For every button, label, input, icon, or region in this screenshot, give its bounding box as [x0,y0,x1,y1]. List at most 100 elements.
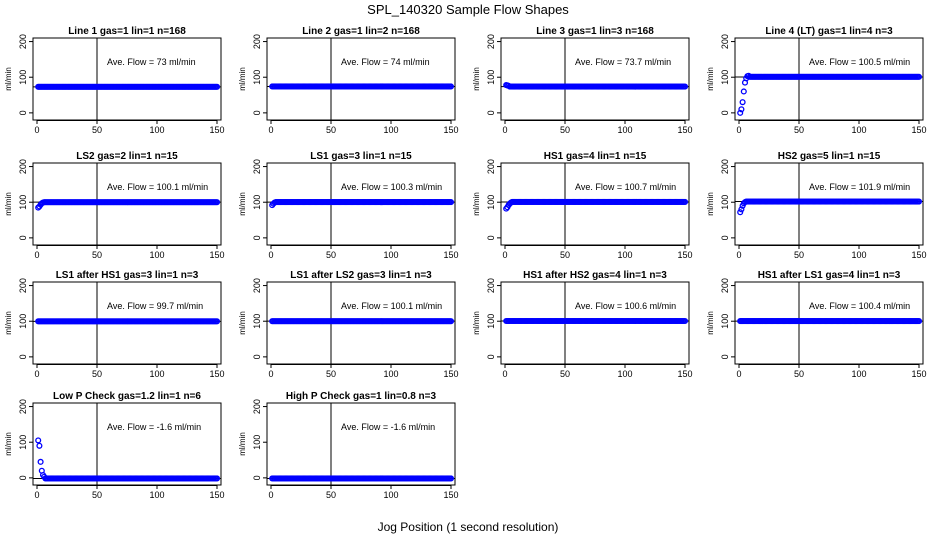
data-point [36,442,43,449]
panel-title: HS1 after HS2 gas=4 lin=1 n=3 [523,270,667,281]
y-axis-label: ml/min [706,311,715,335]
panel-8: HS2 gas=5 lin=1 n=15 0 50 100 150 0 100 200 ml/m… [706,151,927,260]
average-flow-annotation: Ave. Flow = 73.7 ml/min [575,57,671,67]
x-tick-label: 50 [326,125,336,135]
y-tick-label: 100 [486,195,496,210]
x-tick-label: 0 [736,369,741,379]
y-tick-label: 200 [252,278,262,293]
panel-title: HS1 gas=4 lin=1 n=15 [544,151,647,162]
panel-title: Line 3 gas=1 lin=3 n=168 [536,26,654,37]
y-axis-label: ml/min [4,67,13,91]
panel-title: Line 4 (LT) gas=1 lin=4 n=3 [765,26,893,37]
y-tick-label: 0 [252,235,262,240]
data-point [447,318,455,325]
panel-10: LS1 after LS2 gas=3 lin=1 n=3 0 50 100 150 0 1… [238,270,459,379]
y-tick-label: 0 [18,235,28,240]
y-tick-label: 200 [18,159,28,174]
y-axis-label: ml/min [238,67,247,91]
x-tick-label: 0 [502,250,507,260]
y-tick-label: 100 [252,70,262,85]
average-flow-annotation: Ave. Flow = 100.7 ml/min [575,182,676,192]
y-axis-label: ml/min [472,67,481,91]
average-flow-annotation: Ave. Flow = -1.6 ml/min [107,422,201,432]
x-tick-label: 100 [617,369,632,379]
data-point [739,99,746,106]
x-tick-label: 50 [92,250,102,260]
x-tick-label: 50 [326,250,336,260]
x-tick-label: 150 [677,125,692,135]
x-tick-label: 0 [268,250,273,260]
y-tick-label: 0 [18,475,28,480]
y-tick-label: 200 [720,278,730,293]
average-flow-annotation: Ave. Flow = 74 ml/min [341,57,430,67]
y-tick-label: 0 [720,110,730,115]
x-tick-label: 50 [326,369,336,379]
y-axis-label: ml/min [238,311,247,335]
y-tick-label: 200 [486,159,496,174]
y-tick-label: 200 [18,278,28,293]
y-axis-label: ml/min [4,311,13,335]
panel-2: Line 2 gas=1 lin=2 n=168 0 50 100 150 0 100 200… [238,26,459,135]
panel-title: Low P Check gas=1.2 lin=1 n=6 [53,391,201,402]
plot-frame [500,37,690,121]
panel-title: HS2 gas=5 lin=1 n=15 [778,151,881,162]
data-point [447,199,455,206]
y-axis-label: ml/min [238,192,247,216]
data-point [213,199,221,206]
x-tick-label: 150 [911,250,926,260]
x-tick-label: 0 [502,125,507,135]
average-flow-annotation: Ave. Flow = -1.6 ml/min [341,422,435,432]
panel-3: Line 3 gas=1 lin=3 n=168 0 50 100 150 0 100 200… [472,26,693,135]
y-tick-label: 200 [720,34,730,49]
y-axis-label: ml/min [472,192,481,216]
panel-11: HS1 after HS2 gas=4 lin=1 n=3 0 50 100 150 0 1… [472,270,693,379]
y-tick-label: 200 [18,34,28,49]
x-tick-label: 0 [268,369,273,379]
y-tick-label: 100 [18,314,28,329]
data-point [738,106,745,113]
panel-grid: Line 1 gas=1 lin=1 n=168 0 50 100 150 0 100 200… [4,26,927,500]
x-tick-label: 50 [560,125,570,135]
y-tick-label: 100 [18,435,28,450]
x-tick-label: 100 [149,369,164,379]
panel-4: Line 4 (LT) gas=1 lin=4 n=3 0 50 100 150 0 100… [706,26,927,135]
figure-xlabel: Jog Position (1 second resolution) [378,520,559,534]
x-tick-label: 100 [617,250,632,260]
data-point [915,198,923,205]
y-tick-label: 0 [252,475,262,480]
data-point [737,109,744,116]
y-tick-label: 0 [252,354,262,359]
y-tick-label: 100 [486,70,496,85]
y-tick-label: 200 [486,278,496,293]
y-axis-label: ml/min [4,192,13,216]
x-tick-label: 50 [794,250,804,260]
y-tick-label: 0 [18,110,28,115]
y-tick-label: 100 [720,195,730,210]
x-tick-label: 50 [560,250,570,260]
panel-13: Low P Check gas=1.2 lin=1 n=6 0 50 100 150 0 1… [4,391,225,500]
y-tick-label: 0 [486,235,496,240]
x-tick-label: 150 [443,250,458,260]
x-tick-label: 150 [677,250,692,260]
x-tick-label: 0 [34,125,39,135]
panel-6: LS1 gas=3 lin=1 n=15 0 50 100 150 0 100 200 ml/m… [238,151,459,260]
y-tick-label: 100 [720,314,730,329]
y-tick-label: 200 [252,159,262,174]
data-point [447,475,455,482]
panel-title: Line 1 gas=1 lin=1 n=168 [68,26,186,37]
panel-5: LS2 gas=2 lin=1 n=15 0 50 100 150 0 100 200 ml/m… [4,151,225,260]
y-tick-label: 200 [18,399,28,414]
y-tick-label: 0 [720,354,730,359]
panel-title: HS1 after LS1 gas=4 lin=1 n=3 [758,270,901,281]
x-tick-label: 50 [92,125,102,135]
x-tick-label: 100 [149,125,164,135]
y-tick-label: 0 [486,110,496,115]
x-tick-label: 150 [443,125,458,135]
y-tick-label: 200 [720,159,730,174]
average-flow-annotation: Ave. Flow = 100.4 ml/min [809,301,910,311]
x-tick-label: 50 [92,490,102,500]
y-axis-label: ml/min [706,67,715,91]
panel-1: Line 1 gas=1 lin=1 n=168 0 50 100 150 0 100 200… [4,26,225,135]
x-tick-label: 50 [92,369,102,379]
